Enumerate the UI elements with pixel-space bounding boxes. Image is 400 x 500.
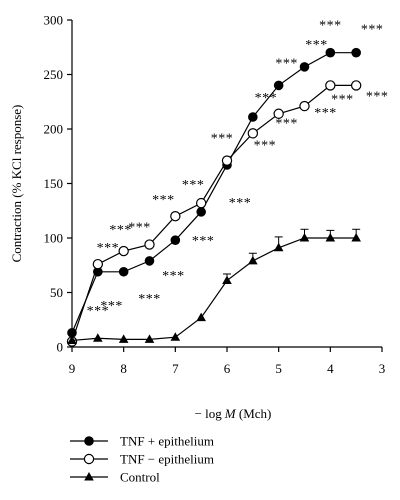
legend-marker — [84, 436, 94, 446]
significance-label: *** — [100, 299, 123, 314]
series-line — [71, 52, 357, 334]
legend-marker — [84, 472, 94, 481]
significance-label: *** — [138, 292, 161, 307]
data-point — [273, 242, 284, 252]
x-tick-label: 5 — [275, 361, 282, 376]
data-point — [144, 239, 155, 250]
data-point — [248, 255, 258, 265]
x-axis-label-variable: M — [224, 406, 237, 421]
significance-label: *** — [152, 193, 175, 208]
x-tick-label: 6 — [224, 361, 231, 376]
series-line — [71, 237, 357, 342]
significance-annotations: ****** ************************ **********… — [87, 19, 389, 319]
legend-label: Control — [120, 470, 160, 485]
significance-label: *** — [87, 304, 110, 319]
y-tick-label: 200 — [44, 122, 64, 137]
data-point — [144, 334, 155, 343]
data-point — [299, 100, 310, 112]
data-point — [299, 62, 310, 72]
x-tick-label: 8 — [120, 361, 127, 376]
data-point — [325, 47, 336, 58]
data-point — [118, 266, 129, 277]
significance-label: *** — [229, 196, 252, 211]
x-axis-label-prefix: − log — [195, 406, 223, 421]
x-tick-label: 4 — [327, 361, 334, 376]
legend-label: TNF + epithelium — [120, 434, 214, 449]
x-tick-label: 9 — [69, 361, 76, 376]
significance-label: *** — [182, 178, 205, 193]
significance-label: *** — [255, 91, 278, 106]
significance-label: *** — [192, 234, 215, 249]
significance-label: *** — [366, 89, 389, 104]
data-point — [92, 258, 104, 270]
data-point — [221, 155, 233, 166]
data-point — [248, 112, 258, 122]
significance-label: *** — [97, 241, 120, 256]
data-point — [351, 47, 361, 58]
data-point — [247, 128, 259, 139]
data-point — [144, 256, 155, 266]
significance-label: *** — [109, 223, 132, 238]
significance-label: *** — [361, 23, 384, 38]
data-point — [170, 332, 181, 341]
series-layer — [66, 47, 362, 347]
data-point — [273, 80, 284, 91]
x-axis-label-suffix: (Mch) — [236, 406, 272, 421]
y-tick-label: 0 — [57, 340, 64, 355]
series-group — [67, 47, 361, 338]
data-point — [351, 233, 361, 242]
legend-item: TNF + epithelium — [70, 434, 214, 449]
y-tick-label: 300 — [44, 13, 64, 28]
x-axis-label: − log M (Mch) — [195, 406, 272, 421]
significance-label: *** — [162, 269, 185, 284]
data-point — [170, 235, 181, 245]
data-point — [118, 245, 129, 257]
significance-label: *** — [254, 138, 277, 153]
series-group — [66, 80, 362, 347]
legend: TNF + epithelium TNF − epithelium Control — [70, 434, 214, 485]
x-tick-label: 3 — [379, 361, 386, 376]
series-group — [67, 228, 361, 344]
y-tick-label: 150 — [44, 176, 64, 191]
data-point — [325, 80, 336, 91]
data-point — [222, 275, 232, 285]
data-point — [196, 312, 206, 322]
significance-label: *** — [275, 56, 298, 71]
significance-label: *** — [314, 106, 337, 121]
x-tick-label: 7 — [172, 361, 179, 376]
legend-item: TNF − epithelium — [70, 452, 214, 467]
y-tick-label: 100 — [44, 231, 64, 246]
axis-ticks: 0 50 100 150 200 250 300 9 8 7 6 5 4 3 — [44, 13, 386, 377]
y-tick-label: 250 — [44, 67, 64, 82]
significance-label: *** — [211, 132, 234, 147]
data-point — [325, 233, 336, 242]
data-point — [170, 210, 181, 222]
significance-label: *** — [128, 221, 151, 236]
significance-label: *** — [275, 117, 298, 132]
significance-label: *** — [319, 19, 342, 34]
data-point — [195, 197, 207, 209]
data-point — [118, 334, 129, 343]
y-axis-label: Contraction (% KCl response) — [9, 105, 24, 263]
data-point — [350, 80, 362, 91]
data-point — [299, 233, 310, 242]
data-point — [273, 108, 284, 119]
significance-label: *** — [305, 38, 328, 53]
data-point — [67, 335, 77, 344]
data-point — [93, 333, 103, 342]
significance-label: *** — [331, 92, 354, 107]
legend-item: Control — [70, 470, 160, 485]
legend-label: TNF − epithelium — [120, 452, 214, 467]
y-tick-label: 50 — [50, 285, 63, 300]
data-point — [196, 207, 206, 217]
legend-marker — [83, 453, 95, 465]
